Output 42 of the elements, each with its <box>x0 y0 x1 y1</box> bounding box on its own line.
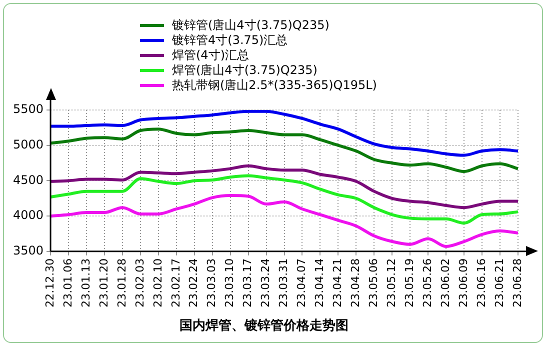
x-tick-label: 23.01.20 <box>97 258 110 308</box>
x-tick-label: 23.02.10 <box>151 258 164 308</box>
line-series <box>49 128 520 174</box>
x-tick-label: 23.05.12 <box>385 258 398 308</box>
y-tick-label: 5500 <box>12 102 44 116</box>
x-tick-label: 23.06.09 <box>456 258 470 308</box>
x-tick-label: 22.12.30 <box>43 258 56 308</box>
y-tick-label: 4000 <box>12 208 44 222</box>
x-tick-label: 23.04.07 <box>295 258 308 308</box>
legend-label: 焊管(唐山4寸(3.75)Q235) <box>172 63 318 78</box>
line-series <box>49 194 520 248</box>
text: 国内焊管、镀锌管价格走势图 <box>180 318 348 334</box>
x-tick-label: 23.03.31 <box>277 258 290 308</box>
y-tick-label: 5000 <box>12 137 44 152</box>
y-tick-label: 3500 <box>12 244 44 258</box>
x-tick-label: 23.05.06 <box>367 258 380 308</box>
legend-label: 镀锌管4寸(3.75)汇总 <box>172 33 288 48</box>
x-tick-label: 23.04.28 <box>349 258 362 308</box>
x-tick-label: 23.05.26 <box>420 258 434 308</box>
x-tick-label: 23.06.02 <box>438 258 452 308</box>
x-tick-label: 23.02.24 <box>187 258 200 308</box>
x-tick-label: 23.03.10 <box>223 258 236 308</box>
x-tick-label: 23.03.03 <box>205 258 218 308</box>
x-tick-label: 23.03.24 <box>259 258 272 308</box>
line-series <box>49 174 520 225</box>
legend-label: 热轧带钢(唐山2.5*(335-365)Q195L) <box>172 78 377 93</box>
legend-label: 焊管(4寸)汇总 <box>172 48 249 63</box>
x-tick-label: 23.02.17 <box>169 258 182 308</box>
x-tick-label: 23.05.19 <box>402 258 416 308</box>
line-series <box>49 164 520 210</box>
legend-label: 镀锌管(唐山4寸(3.75)Q235) <box>172 18 330 33</box>
y-tick-label: 4500 <box>12 172 44 187</box>
x-tick-label: 23.01.06 <box>61 258 74 308</box>
x-tick-label: 23.06.21 <box>492 258 506 308</box>
x-tick-label: 23.01.28 <box>115 258 128 308</box>
x-tick-label: 23.01.13 <box>79 258 92 308</box>
x-tick-label: 23.06.16 <box>474 258 488 308</box>
x-tick-label: 23.03.17 <box>241 258 254 308</box>
x-tick-label: 23.02.03 <box>133 258 146 308</box>
x-tick-label: 23.06.28 <box>510 258 524 308</box>
x-tick-label: 23.04.14 <box>313 258 326 308</box>
x-tick-label: 23.04.21 <box>331 258 344 308</box>
